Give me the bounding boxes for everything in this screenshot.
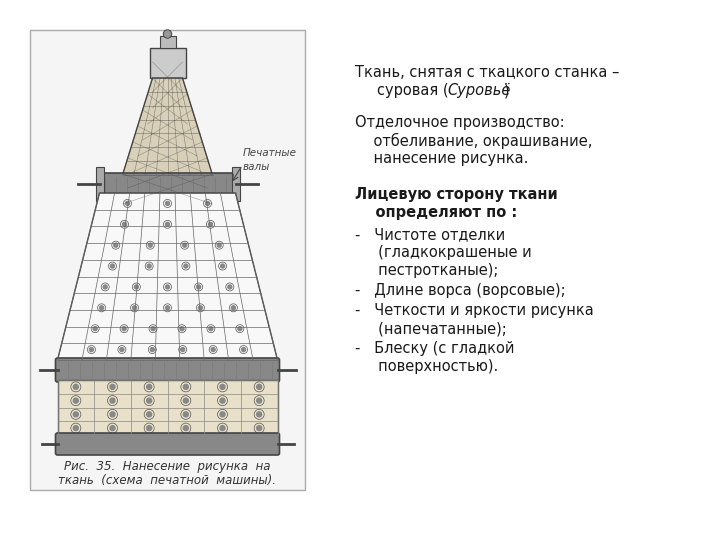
Circle shape xyxy=(93,327,97,330)
Circle shape xyxy=(120,348,124,352)
Circle shape xyxy=(147,398,152,403)
Circle shape xyxy=(209,222,212,226)
Text: Рис.  35.  Нанесение  рисунка  на: Рис. 35. Нанесение рисунка на xyxy=(64,460,271,473)
Circle shape xyxy=(217,243,221,247)
Circle shape xyxy=(228,285,232,289)
Circle shape xyxy=(180,327,184,330)
Text: (напечатанные);: (напечатанные); xyxy=(355,321,507,336)
Circle shape xyxy=(220,426,225,430)
Circle shape xyxy=(184,384,189,389)
Circle shape xyxy=(122,222,127,226)
Circle shape xyxy=(184,412,189,417)
Circle shape xyxy=(147,412,152,417)
Circle shape xyxy=(135,285,138,289)
Circle shape xyxy=(110,384,115,389)
Text: Печатные: Печатные xyxy=(243,148,297,158)
Circle shape xyxy=(73,384,78,389)
Circle shape xyxy=(166,201,169,205)
Text: поверхностью).: поверхностью). xyxy=(355,359,498,374)
Circle shape xyxy=(184,264,188,268)
Circle shape xyxy=(73,398,78,403)
Circle shape xyxy=(199,306,202,310)
Text: суровая (: суровая ( xyxy=(377,83,449,98)
Text: Ткань, снятая с ткацкого станка –: Ткань, снятая с ткацкого станка – xyxy=(355,65,619,80)
Text: отбеливание, окрашивание,: отбеливание, окрашивание, xyxy=(355,133,593,149)
Circle shape xyxy=(211,348,215,352)
Circle shape xyxy=(166,306,169,310)
Circle shape xyxy=(89,348,94,352)
Circle shape xyxy=(147,264,151,268)
Circle shape xyxy=(150,348,154,352)
Circle shape xyxy=(184,426,189,430)
Circle shape xyxy=(238,327,242,330)
Circle shape xyxy=(220,264,225,268)
Text: Отделочное производство:: Отделочное производство: xyxy=(355,115,564,130)
Text: нанесение рисунка.: нанесение рисунка. xyxy=(355,151,528,166)
Text: -   Чистоте отделки: - Чистоте отделки xyxy=(355,227,505,242)
Text: Лицевую сторону ткани: Лицевую сторону ткани xyxy=(355,187,558,202)
Circle shape xyxy=(163,30,171,38)
Circle shape xyxy=(220,412,225,417)
FancyBboxPatch shape xyxy=(97,173,238,195)
Circle shape xyxy=(147,426,152,430)
FancyBboxPatch shape xyxy=(160,36,176,48)
Circle shape xyxy=(209,327,213,330)
Circle shape xyxy=(125,201,130,205)
Circle shape xyxy=(164,31,171,37)
Circle shape xyxy=(151,327,155,330)
FancyBboxPatch shape xyxy=(55,358,279,382)
Circle shape xyxy=(166,222,169,226)
Text: пестротканые);: пестротканые); xyxy=(355,263,498,278)
Circle shape xyxy=(241,348,246,352)
Circle shape xyxy=(73,426,78,430)
Circle shape xyxy=(220,398,225,403)
Circle shape xyxy=(183,243,186,247)
Polygon shape xyxy=(58,193,277,360)
Text: (гладкокрашеные и: (гладкокрашеные и xyxy=(355,245,532,260)
Circle shape xyxy=(122,327,126,330)
Circle shape xyxy=(205,201,210,205)
Text: определяют по :: определяют по : xyxy=(355,205,517,220)
FancyBboxPatch shape xyxy=(232,167,240,201)
Text: -   Блеску (с гладкой: - Блеску (с гладкой xyxy=(355,341,515,356)
Circle shape xyxy=(110,412,115,417)
FancyBboxPatch shape xyxy=(58,380,277,435)
Circle shape xyxy=(220,384,225,389)
Circle shape xyxy=(110,264,114,268)
Text: валы: валы xyxy=(243,162,270,172)
Polygon shape xyxy=(122,78,212,175)
Circle shape xyxy=(110,398,115,403)
Text: -   Длине ворса (ворсовые);: - Длине ворса (ворсовые); xyxy=(355,283,566,298)
Circle shape xyxy=(99,306,104,310)
Circle shape xyxy=(256,398,261,403)
Circle shape xyxy=(103,285,107,289)
FancyBboxPatch shape xyxy=(55,433,279,455)
Circle shape xyxy=(110,426,115,430)
Circle shape xyxy=(166,285,169,289)
Text: ): ) xyxy=(504,83,510,98)
Circle shape xyxy=(132,306,137,310)
FancyBboxPatch shape xyxy=(96,167,104,201)
Circle shape xyxy=(114,243,118,247)
Text: -   Четкости и яркости рисунка: - Четкости и яркости рисунка xyxy=(355,303,594,318)
Circle shape xyxy=(148,243,152,247)
Text: ткань  (схема  печатной  машины).: ткань (схема печатной машины). xyxy=(58,474,276,487)
Circle shape xyxy=(147,384,152,389)
FancyBboxPatch shape xyxy=(150,48,186,78)
Circle shape xyxy=(256,384,261,389)
Circle shape xyxy=(231,306,235,310)
FancyBboxPatch shape xyxy=(30,30,305,490)
Circle shape xyxy=(197,285,201,289)
Circle shape xyxy=(256,426,261,430)
Text: Суровьё: Суровьё xyxy=(447,83,510,98)
Circle shape xyxy=(256,412,261,417)
Circle shape xyxy=(73,412,78,417)
Circle shape xyxy=(181,348,185,352)
Circle shape xyxy=(184,398,189,403)
